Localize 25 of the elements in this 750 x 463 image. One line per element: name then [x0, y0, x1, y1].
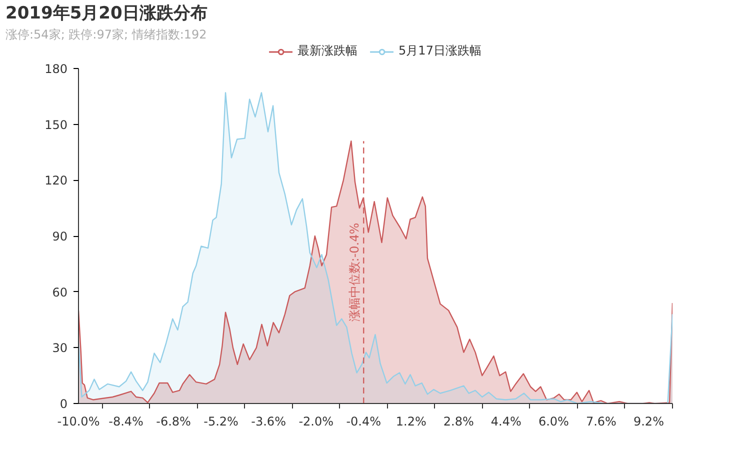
x-tick-label: 9.2%	[633, 414, 664, 428]
x-tick-label: 1.2%	[396, 414, 426, 428]
legend-label: 5月17日涨跌幅	[398, 42, 482, 60]
x-tick-label: -6.8%	[156, 414, 191, 428]
y-tick-label: 60	[52, 285, 68, 300]
x-tick-label: -10.0%	[57, 414, 100, 428]
y-tick-label: 0	[60, 397, 68, 411]
chart-title: 2019年5月20日涨跌分布	[6, 4, 208, 24]
chart-subtitle: 涨停:54家; 跌停:97家; 情绪指数:192	[6, 28, 207, 42]
x-tick-label: 7.6%	[586, 414, 616, 428]
x-tick-label: -8.4%	[108, 414, 144, 428]
x-tick-label: 2.8%	[443, 414, 474, 428]
y-tick-label: 180	[44, 62, 68, 76]
x-tick-label: 6.0%	[538, 414, 569, 428]
legend-label: 最新涨跌幅	[298, 42, 358, 60]
y-tick-label: 150	[44, 118, 68, 132]
y-tick-label: 120	[44, 174, 68, 188]
x-tick-label: -3.6%	[251, 414, 286, 428]
ref-line-label: 涨幅中位数:-0.4%	[348, 222, 362, 322]
x-tick-label: -0.4%	[346, 414, 382, 428]
x-tick-label: -2.0%	[298, 414, 334, 428]
x-tick-label: 4.4%	[490, 414, 522, 428]
y-tick-label: 30	[52, 341, 68, 356]
x-tick-label: -5.2%	[204, 414, 238, 428]
y-tick-label: 90	[52, 230, 68, 244]
